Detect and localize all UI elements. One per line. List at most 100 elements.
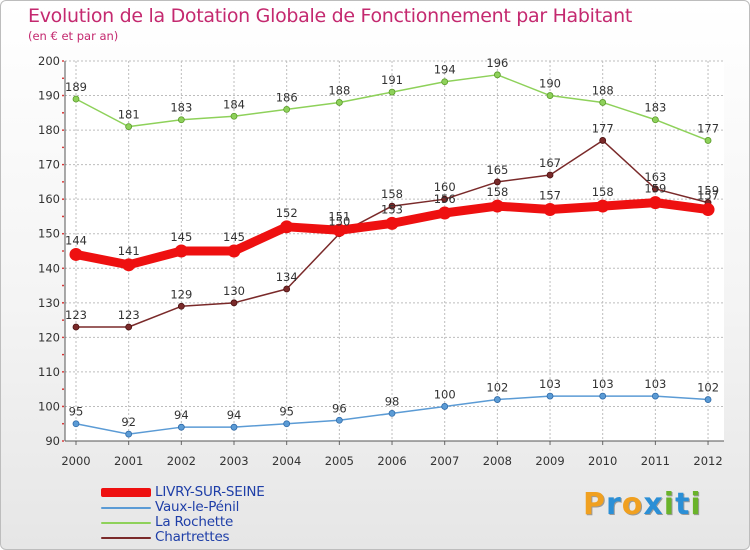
data-point-3 — [177, 302, 185, 310]
data-point-3 — [441, 195, 449, 203]
data-point-0 — [438, 206, 452, 220]
data-point-2 — [335, 99, 343, 106]
x-tick-label: 2010 — [588, 454, 617, 468]
data-label-2: 191 — [381, 73, 403, 87]
legend-swatch-rochette — [101, 522, 151, 524]
data-label-0: 151 — [328, 209, 350, 223]
x-tick-label: 2009 — [535, 454, 564, 468]
legend-swatch-vaux — [101, 507, 151, 509]
data-label-1: 94 — [227, 408, 242, 422]
data-label-1: 96 — [332, 401, 347, 415]
y-minor-tick — [62, 146, 64, 149]
data-label-1: 92 — [121, 415, 136, 429]
data-label-2: 190 — [539, 77, 561, 91]
data-label-1: 95 — [279, 405, 294, 419]
y-minor-tick — [62, 198, 64, 201]
x-tick-label: 2004 — [272, 454, 301, 468]
data-label-0: 157 — [539, 189, 561, 203]
y-tick-label: 200 — [38, 54, 60, 68]
y-tick-label: 140 — [38, 261, 60, 275]
x-tick-label: 2002 — [167, 454, 196, 468]
y-minor-tick — [62, 181, 64, 183]
data-point-3 — [72, 323, 80, 331]
data-label-2: 186 — [276, 90, 298, 104]
data-point-3 — [546, 171, 554, 179]
data-label-1: 103 — [539, 377, 561, 391]
y-tick-label: 150 — [38, 227, 60, 241]
data-point-1 — [388, 409, 396, 417]
data-label-3: 123 — [65, 308, 87, 322]
x-tick-label: 2008 — [483, 454, 512, 468]
y-tick-label: 90 — [45, 434, 60, 448]
chart-subtitle: (en € et par an) — [28, 29, 119, 43]
data-point-3 — [599, 137, 607, 144]
data-point-1 — [704, 396, 712, 403]
data-point-1 — [493, 396, 501, 403]
logo-letter: i — [690, 487, 702, 522]
data-label-3: 130 — [223, 284, 245, 298]
data-label-3: 159 — [697, 184, 719, 198]
data-point-1 — [125, 430, 133, 438]
y-minor-tick — [62, 353, 64, 356]
data-point-0 — [69, 247, 83, 261]
y-minor-tick — [62, 422, 64, 425]
data-point-1 — [283, 420, 291, 428]
data-label-0: 157 — [697, 189, 719, 203]
data-label-2: 183 — [170, 101, 192, 115]
y-tick-label: 180 — [38, 123, 60, 137]
y-minor-tick — [62, 250, 64, 252]
data-label-2: 196 — [486, 56, 508, 70]
y-minor-tick — [62, 319, 64, 321]
data-point-0 — [701, 203, 715, 217]
data-label-1: 103 — [592, 377, 614, 391]
data-point-0 — [596, 199, 610, 213]
y-minor-tick — [62, 77, 64, 80]
data-label-3: 177 — [592, 121, 614, 135]
y-tick-label: 100 — [38, 399, 60, 413]
x-tick-label: 2007 — [430, 454, 459, 468]
y-minor-tick — [62, 301, 64, 304]
data-label-1: 98 — [385, 394, 400, 408]
data-point-0 — [332, 223, 346, 237]
data-point-2 — [283, 105, 291, 113]
data-point-1 — [599, 392, 607, 400]
data-point-2 — [230, 112, 238, 120]
data-point-0 — [543, 203, 557, 217]
data-label-0: 153 — [381, 202, 403, 216]
data-label-3: 150 — [328, 215, 350, 229]
logo-letter: x — [643, 487, 664, 522]
data-label-0: 141 — [118, 244, 140, 258]
data-point-2 — [177, 116, 185, 124]
data-label-3: 160 — [434, 180, 456, 194]
logo-letter: P — [583, 487, 606, 522]
data-point-2 — [651, 116, 659, 124]
x-tick-label: 2005 — [325, 454, 354, 468]
data-label-2: 184 — [223, 97, 245, 111]
data-label-0: 158 — [486, 185, 508, 199]
y-minor-tick — [62, 267, 64, 270]
data-label-2: 188 — [328, 83, 350, 97]
data-label-3: 158 — [381, 187, 403, 201]
data-label-0: 152 — [276, 206, 298, 220]
x-tick-label: 2000 — [61, 454, 90, 468]
data-label-3: 165 — [486, 163, 508, 177]
y-minor-tick — [62, 371, 64, 373]
data-label-2: 177 — [697, 121, 719, 135]
legend-label-livry: LIVRY-SUR-SEINE — [155, 484, 265, 500]
logo-letter: t — [675, 487, 691, 522]
y-tick-label: 190 — [38, 89, 60, 103]
legend-label-vaux: Vaux-le-Pénil — [155, 499, 240, 515]
data-point-2 — [388, 88, 396, 96]
data-point-2 — [704, 137, 712, 144]
data-label-3: 123 — [118, 308, 140, 322]
data-point-0 — [648, 196, 662, 210]
y-tick-label: 120 — [38, 330, 60, 344]
y-minor-tick — [62, 111, 64, 114]
data-label-2: 181 — [118, 108, 140, 122]
data-label-0: 159 — [644, 182, 666, 196]
data-point-3 — [125, 323, 133, 331]
data-label-2: 194 — [434, 63, 456, 77]
data-point-1 — [72, 420, 80, 428]
